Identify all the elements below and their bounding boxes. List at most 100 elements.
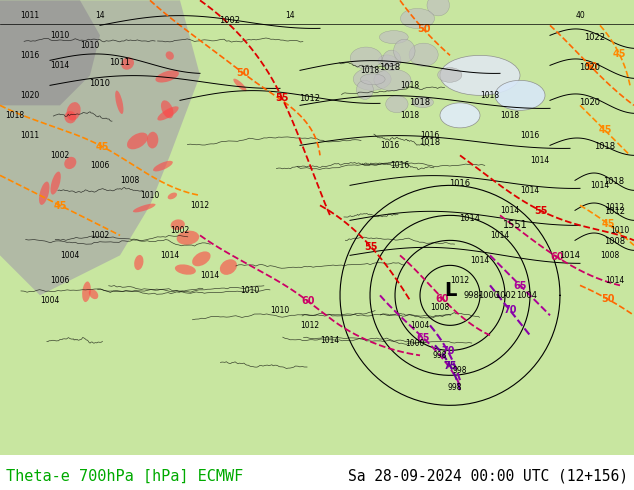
Ellipse shape — [127, 133, 148, 149]
Ellipse shape — [427, 0, 450, 16]
Text: 1010: 1010 — [81, 41, 100, 50]
Text: 1016: 1016 — [420, 131, 439, 140]
Text: 1551: 1551 — [503, 220, 527, 230]
Text: 1014: 1014 — [590, 181, 610, 190]
Ellipse shape — [401, 8, 434, 28]
Text: 1020: 1020 — [20, 91, 39, 100]
Ellipse shape — [233, 78, 247, 91]
Text: 50: 50 — [585, 62, 598, 72]
Polygon shape — [0, 0, 100, 105]
Text: 1004: 1004 — [60, 251, 80, 260]
Text: 998: 998 — [453, 366, 467, 375]
Ellipse shape — [115, 91, 124, 114]
Text: 998: 998 — [448, 383, 462, 392]
Ellipse shape — [89, 289, 98, 299]
Text: 1014: 1014 — [559, 251, 581, 260]
Ellipse shape — [379, 31, 408, 44]
Text: 998: 998 — [433, 351, 447, 360]
Text: 1010: 1010 — [89, 79, 110, 88]
Ellipse shape — [39, 182, 49, 205]
Text: 1018: 1018 — [410, 98, 430, 107]
Ellipse shape — [394, 39, 415, 63]
Text: 45: 45 — [598, 125, 612, 135]
Ellipse shape — [155, 71, 179, 82]
Text: 1002: 1002 — [219, 16, 240, 25]
Text: 1018: 1018 — [595, 142, 616, 151]
Text: 1020: 1020 — [579, 98, 600, 107]
Ellipse shape — [385, 96, 408, 113]
Text: 1016: 1016 — [391, 161, 410, 170]
Text: 1012: 1012 — [190, 201, 210, 210]
Text: 65: 65 — [417, 333, 430, 343]
Text: 1014: 1014 — [50, 61, 70, 70]
Text: 1014: 1014 — [470, 256, 489, 265]
Text: 1016: 1016 — [20, 51, 39, 60]
Text: 55: 55 — [534, 206, 548, 216]
Text: 1016: 1016 — [380, 141, 399, 150]
Text: 1002: 1002 — [496, 291, 517, 300]
Text: Theta-e 700hPa [hPa] ECMWF: Theta-e 700hPa [hPa] ECMWF — [6, 469, 243, 484]
Ellipse shape — [192, 251, 210, 266]
Text: 1010: 1010 — [611, 226, 630, 235]
Text: 50: 50 — [236, 68, 249, 77]
Text: 1000: 1000 — [478, 291, 499, 300]
Text: 1008: 1008 — [430, 303, 450, 312]
Text: 1002: 1002 — [50, 151, 70, 160]
Text: 1016: 1016 — [450, 179, 470, 188]
Ellipse shape — [177, 231, 199, 245]
Ellipse shape — [133, 204, 155, 212]
Ellipse shape — [440, 103, 480, 128]
Text: 50: 50 — [417, 24, 430, 34]
Ellipse shape — [157, 106, 179, 121]
Text: 1020: 1020 — [579, 63, 600, 72]
Text: 70: 70 — [503, 305, 517, 316]
Text: 1014: 1014 — [490, 231, 510, 240]
Text: 1000: 1000 — [405, 339, 425, 348]
Ellipse shape — [161, 100, 174, 119]
Text: 60: 60 — [436, 294, 450, 304]
Ellipse shape — [350, 47, 382, 69]
Ellipse shape — [495, 80, 545, 110]
Text: 70: 70 — [441, 346, 455, 356]
Text: 60: 60 — [550, 252, 564, 262]
Ellipse shape — [65, 111, 76, 123]
Ellipse shape — [171, 220, 185, 230]
Ellipse shape — [165, 51, 174, 60]
Text: 1010: 1010 — [140, 191, 160, 200]
Ellipse shape — [378, 55, 396, 67]
Text: 1014: 1014 — [320, 336, 340, 345]
Ellipse shape — [437, 68, 462, 82]
Ellipse shape — [67, 102, 81, 121]
Text: 1010: 1010 — [270, 306, 290, 315]
Text: 1018: 1018 — [401, 81, 420, 90]
Ellipse shape — [353, 68, 391, 90]
Text: 1014: 1014 — [531, 156, 550, 165]
Text: 1016: 1016 — [521, 131, 540, 140]
Text: 1012: 1012 — [299, 94, 321, 103]
Text: 1010: 1010 — [50, 31, 70, 40]
Text: 1018: 1018 — [379, 63, 401, 72]
Ellipse shape — [374, 69, 411, 91]
Text: 14: 14 — [95, 11, 105, 20]
Text: 1018: 1018 — [6, 111, 25, 120]
Text: 45: 45 — [53, 200, 67, 211]
Text: 1004: 1004 — [410, 321, 430, 330]
Ellipse shape — [167, 193, 177, 199]
Text: 1012: 1012 — [604, 207, 626, 216]
Text: 998: 998 — [463, 291, 479, 300]
Text: 1006: 1006 — [90, 161, 110, 170]
Text: 1014: 1014 — [160, 251, 179, 260]
Ellipse shape — [356, 80, 373, 99]
Polygon shape — [0, 0, 200, 295]
Text: 1014: 1014 — [200, 271, 219, 280]
Ellipse shape — [220, 259, 237, 275]
Text: 1012: 1012 — [301, 321, 320, 330]
Text: 1002: 1002 — [171, 226, 190, 235]
Text: Sa 28-09-2024 00:00 UTC (12+156): Sa 28-09-2024 00:00 UTC (12+156) — [347, 469, 628, 484]
Text: 50: 50 — [601, 294, 614, 304]
Text: 1008: 1008 — [120, 176, 139, 185]
Ellipse shape — [412, 97, 434, 108]
Text: 75: 75 — [444, 361, 457, 371]
Text: 1004: 1004 — [517, 291, 538, 300]
Text: 1012: 1012 — [450, 276, 470, 285]
